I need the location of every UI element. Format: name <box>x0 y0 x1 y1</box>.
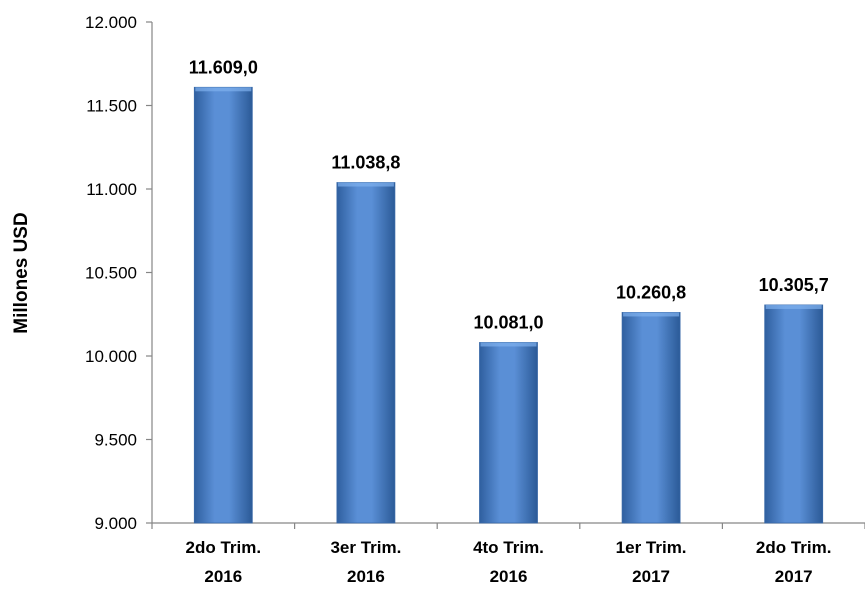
category-label: 3er Trim. 2016 <box>330 538 401 586</box>
bar <box>336 182 396 524</box>
y-tick-label: 9.000 <box>94 514 137 533</box>
y-tick-label: 10.500 <box>85 264 137 283</box>
data-labels: 11.609,0 11.038,8 10.081,0 10.260,8 10.305,7 <box>189 57 829 332</box>
category-label-line: 4to Trim. <box>473 538 544 557</box>
category-label: 2do Trim. 2017 <box>756 538 832 586</box>
category-label-line: 2do Trim. <box>186 538 262 557</box>
bar <box>621 312 681 524</box>
data-label: 11.038,8 <box>331 153 400 173</box>
category-label: 1er Trim. 2017 <box>616 538 687 586</box>
category-label-line: 2016 <box>347 567 385 586</box>
data-label: 10.260,8 <box>616 282 686 302</box>
bar-highlight <box>337 182 394 187</box>
data-label: 10.305,7 <box>759 275 829 295</box>
x-axis: 2do Trim. 2016 3er Trim. 2016 4to Trim. 2016 1… <box>151 522 865 586</box>
y-axis-title: Millones USD <box>11 212 32 333</box>
bar-highlight <box>195 87 252 92</box>
bar-highlight <box>480 342 537 347</box>
data-label: 10.081,0 <box>473 312 543 332</box>
bar <box>193 86 253 524</box>
y-tick-label: 11.500 <box>86 97 137 116</box>
category-label-line: 2016 <box>490 567 528 586</box>
y-tick-label: 11.000 <box>86 180 137 199</box>
bar <box>479 342 538 524</box>
bar-highlight <box>623 312 680 317</box>
category-label-line: 2016 <box>204 567 242 586</box>
category-label-line: 2017 <box>632 567 670 586</box>
y-tick-label: 12.000 <box>85 13 137 32</box>
category-label-line: 1er Trim. <box>616 538 687 557</box>
y-axis: 9.000 9.500 10.000 10.500 11.000 11.500 12.000 <box>85 13 153 533</box>
category-label-line: 2do Trim. <box>756 538 832 557</box>
data-label: 11.609,0 <box>189 57 258 77</box>
category-label: 4to Trim. 2016 <box>473 538 544 586</box>
category-label-line: 2017 <box>775 567 813 586</box>
y-tick-label: 9.500 <box>94 431 137 450</box>
category-label: 2do Trim. 2016 <box>186 538 262 586</box>
y-tick-label: 10.000 <box>85 347 137 366</box>
bars <box>193 86 824 524</box>
category-label-line: 3er Trim. <box>330 538 401 557</box>
bar <box>764 304 824 524</box>
bar-highlight <box>765 304 822 309</box>
